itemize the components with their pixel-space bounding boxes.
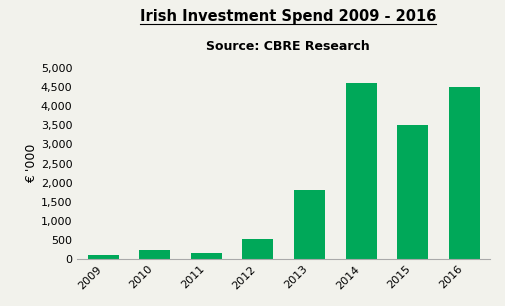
Y-axis label: € '000: € '000 [25,144,38,183]
Bar [242,239,273,259]
Bar [139,250,170,259]
Bar [191,252,222,259]
Bar [397,125,428,259]
Bar [294,190,325,259]
Bar [449,87,480,259]
Bar [345,83,377,259]
Bar [88,255,119,259]
Text: Source: CBRE Research: Source: CBRE Research [206,40,370,53]
Text: Irish Investment Spend 2009 - 2016: Irish Investment Spend 2009 - 2016 [140,9,436,24]
